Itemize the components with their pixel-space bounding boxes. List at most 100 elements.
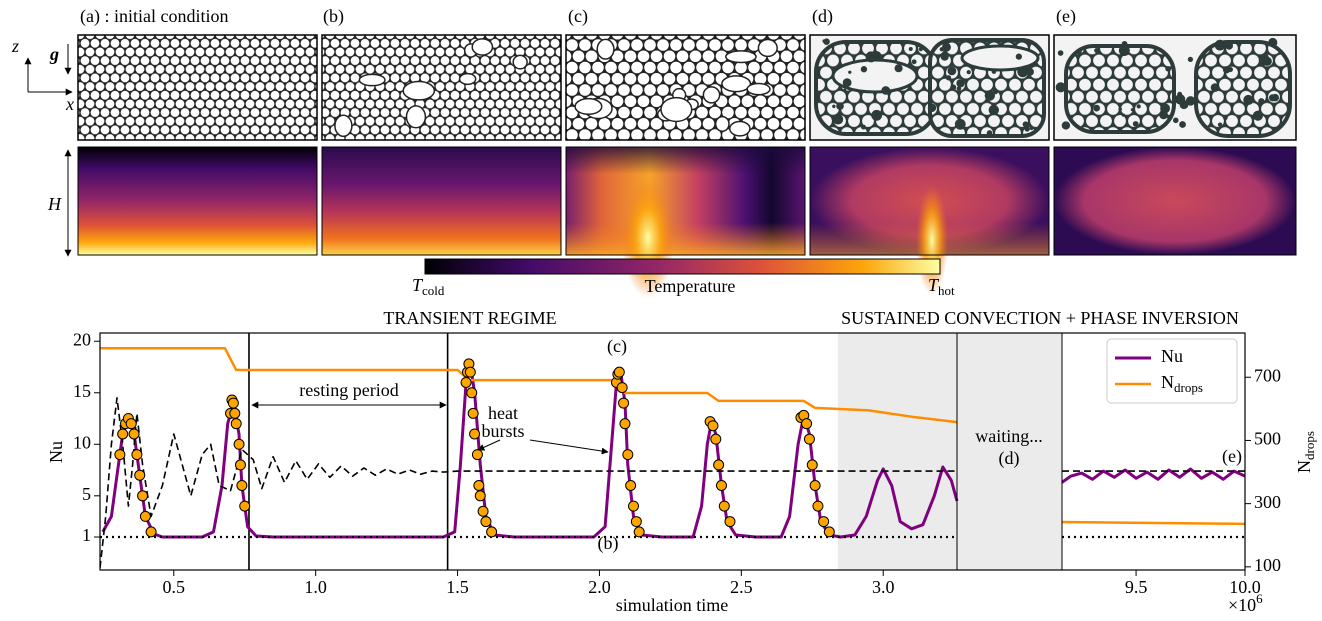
plot-background: [100, 333, 1245, 570]
plot-area: [100, 346, 1245, 568]
large-drop: [512, 54, 528, 70]
sample-point: [724, 516, 736, 528]
dispersed-drop: [908, 46, 913, 51]
sample-point: [229, 407, 241, 419]
region-label: SUSTAINED CONVECTION + PHASE INVERSION: [841, 308, 1239, 328]
large-drop: [831, 58, 919, 94]
large-drop: [574, 97, 603, 116]
sample-point: [480, 516, 492, 528]
large-drop: [757, 38, 778, 58]
series-line: [1061, 520, 1245, 526]
dispersed-drop: [1177, 91, 1183, 97]
dispersed-drop: [1121, 113, 1126, 117]
dispersed-drop: [1024, 126, 1030, 132]
sample-point: [707, 420, 719, 432]
sample-point: [801, 418, 813, 430]
temperature-panel: [77, 146, 318, 256]
dispersed-drop: [1172, 117, 1179, 124]
legend: Nu Ndrops: [1106, 338, 1238, 404]
dispersed-drop: [1214, 39, 1226, 51]
large-drop: [728, 120, 751, 137]
dispersed-drop: [940, 52, 949, 61]
dispersed-drop: [918, 47, 923, 52]
x-tick-label: 9.5: [1125, 577, 1148, 597]
dispersed-drop: [991, 69, 997, 74]
annotation: resting period: [299, 380, 398, 400]
annotation: (e): [1222, 446, 1242, 467]
large-drop: [714, 115, 730, 132]
droplet-panel: [77, 34, 318, 141]
dispersed-drop: [1252, 110, 1264, 121]
large-drop: [660, 96, 693, 123]
dispersed-drop: [861, 124, 866, 130]
sample-point: [616, 382, 628, 394]
sample-point: [471, 449, 483, 461]
legend-box: [1106, 338, 1238, 404]
dispersed-drop: [881, 86, 891, 95]
foam-island: [1064, 44, 1176, 134]
dispersed-drop: [1121, 41, 1128, 47]
annotation: (d): [999, 448, 1020, 469]
legend-label: Ndrops: [1161, 372, 1203, 395]
dispersed-drop: [1055, 82, 1066, 93]
dispersed-drop: [966, 69, 971, 75]
sample-point: [236, 480, 248, 492]
dispersed-drop: [871, 109, 883, 121]
sample-point: [823, 526, 835, 538]
legend-label: Nu: [1161, 346, 1183, 366]
symbol: T: [412, 275, 424, 295]
sample-point: [812, 500, 824, 512]
dispersed-drop: [836, 102, 844, 110]
symbol: T: [928, 275, 940, 295]
dispersed-drop: [954, 118, 966, 130]
x-tick-label: 1.0: [304, 577, 327, 597]
sample-point: [715, 480, 727, 492]
dispersed-drop: [927, 103, 937, 113]
dispersed-drop: [1057, 50, 1064, 56]
sample-point: [145, 526, 157, 538]
annotation-arrow: [477, 439, 501, 451]
dispersed-drop: [1187, 56, 1194, 62]
dispersed-drop: [1025, 67, 1034, 76]
sample-point: [803, 433, 815, 445]
colorbar-max: Thot: [928, 275, 955, 298]
x-tick-label: 10.0: [1229, 577, 1261, 597]
subscript: drops: [1174, 380, 1203, 395]
y-tick-label: 10: [73, 432, 91, 452]
dispersed-drop: [1022, 121, 1029, 128]
sample-point: [137, 490, 149, 502]
dispersed-drop: [832, 104, 836, 109]
axis-z: z: [11, 36, 19, 56]
y-tick-label: 5: [82, 484, 91, 504]
sample-point: [474, 490, 486, 502]
dispersed-drop: [988, 104, 1000, 116]
y2-tick-label: 500: [1254, 429, 1281, 449]
dispersed-drop: [1132, 121, 1139, 127]
temperature-overlay: [566, 147, 805, 255]
y-axis-label: Nu: [46, 441, 66, 463]
sample-point: [134, 469, 146, 481]
dispersed-drop: [1160, 103, 1170, 114]
sample-point: [613, 366, 625, 378]
sample-point: [473, 480, 485, 492]
dispersed-drop: [842, 88, 847, 93]
dispersed-drop: [842, 78, 852, 88]
panel-label: (d): [812, 6, 833, 27]
colorbar: [424, 258, 941, 275]
series-line: [100, 397, 957, 568]
y2-tick-label: 300: [1254, 492, 1281, 512]
dispersed-drop: [1094, 48, 1100, 54]
sample-point: [630, 516, 642, 528]
panel-frame: [809, 146, 1050, 256]
sample-point: [627, 500, 639, 512]
sample-point: [467, 407, 479, 419]
panel-label: (e): [1056, 6, 1076, 27]
symbol: N: [1294, 460, 1314, 473]
annotation: heat bursts: [481, 403, 525, 441]
panel-frame: [565, 146, 806, 256]
dispersed-drop: [1153, 97, 1158, 103]
foam-island: [1194, 40, 1292, 138]
sample-point: [234, 459, 246, 471]
dispersed-drop: [1217, 122, 1223, 127]
